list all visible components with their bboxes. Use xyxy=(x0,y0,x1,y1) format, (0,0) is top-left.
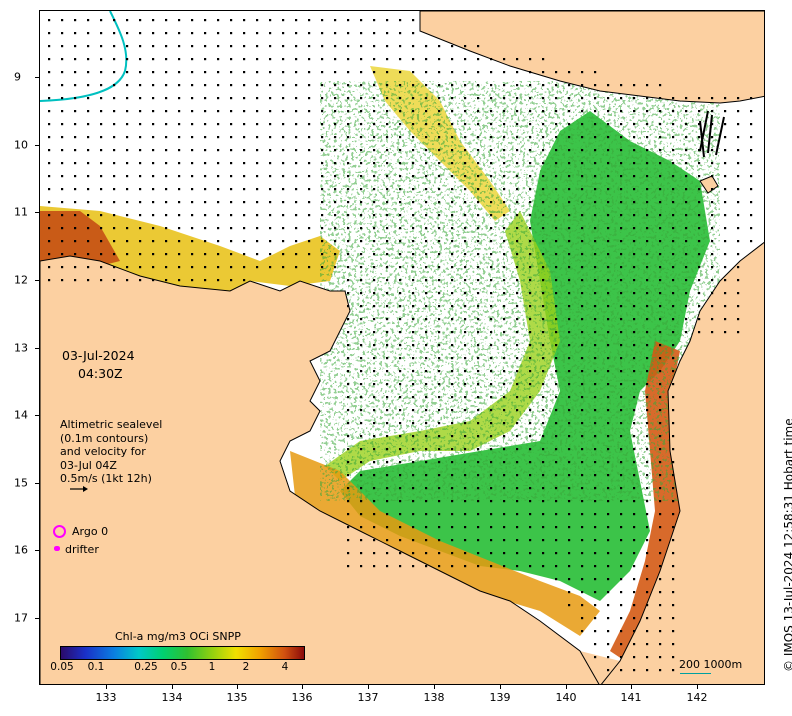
island-northeast xyxy=(699,175,719,194)
latitude-label: 15 xyxy=(14,476,28,490)
colorbar-tick-label: 0.1 xyxy=(87,661,105,673)
velocity-arrow-field xyxy=(48,19,753,672)
longitude-label: 136 xyxy=(291,691,313,704)
colorbar-tick-label: 0.25 xyxy=(134,661,158,673)
latitude-tick xyxy=(35,212,39,213)
altimetry-line: Altimetric sealevel xyxy=(60,418,163,431)
longitude-label: 139 xyxy=(489,691,511,704)
latitude-tick xyxy=(35,618,39,619)
altimetry-line: (0.1m contours) xyxy=(60,431,149,445)
latitude-tick xyxy=(35,77,39,78)
longitude-tick xyxy=(697,685,698,689)
coastal-rim-south xyxy=(290,451,600,636)
credit-text: © IMOS 13-Jul-2024 12:58:31 Hobart time xyxy=(782,418,792,672)
colorbar-tick-label: 1 xyxy=(208,661,216,673)
latitude-label: 17 xyxy=(14,611,28,625)
altimetry-line: 0.5m/s (1kt 12h) xyxy=(60,472,152,485)
argo-label: Argo 0 xyxy=(72,525,109,538)
longitude-tick xyxy=(434,685,435,689)
longitude-tick xyxy=(566,685,567,689)
latitude-tick xyxy=(35,280,39,281)
longitude-label: 142 xyxy=(686,691,708,704)
longitude-tick xyxy=(631,685,632,689)
latitude-tick xyxy=(35,145,39,146)
latitude-label: 14 xyxy=(14,408,28,422)
latitude-label: 16 xyxy=(14,543,28,557)
argo-marker-icon xyxy=(53,525,66,538)
coastal-rim-north-inner xyxy=(40,211,120,271)
latitude-label: 13 xyxy=(14,341,28,355)
sealevel-contour xyxy=(40,11,128,102)
latitude-label: 12 xyxy=(14,273,28,287)
colorbar-tick-label: 4 xyxy=(281,661,289,673)
scalebar-line xyxy=(680,673,711,674)
longitude-tick xyxy=(106,685,107,689)
longitude-label: 141 xyxy=(620,691,642,704)
longitude-tick xyxy=(302,685,303,689)
longitude-label: 138 xyxy=(423,691,445,704)
longitude-label: 135 xyxy=(226,691,248,704)
latitude-label: 9 xyxy=(14,70,21,84)
land-south-west xyxy=(40,255,600,684)
longitude-tick xyxy=(172,685,173,689)
strong-current-arrows xyxy=(699,110,725,158)
longitude-label: 137 xyxy=(357,691,379,704)
drifter-marker-icon xyxy=(54,546,60,551)
latitude-label: 10 xyxy=(14,138,28,152)
colorbar-title: Chl-a mg/m3 OCi SNPP xyxy=(115,630,241,643)
altimetry-line: 03-Jul 04Z xyxy=(60,458,117,472)
latitude-tick xyxy=(35,348,39,349)
drifter-label: drifter xyxy=(65,543,99,556)
latitude-tick xyxy=(35,483,39,484)
speckle-texture xyxy=(320,81,720,501)
land-east xyxy=(600,241,764,684)
latitude-label: 11 xyxy=(14,205,28,219)
map-frame xyxy=(39,10,765,685)
land-cape-york xyxy=(419,11,764,104)
altimetry-line: and velocity for xyxy=(60,445,146,458)
longitude-label: 133 xyxy=(95,691,117,704)
map-date: 03-Jul-2024 xyxy=(62,348,135,363)
latitude-tick xyxy=(35,550,39,551)
map-canvas xyxy=(40,11,764,684)
scalebar-label: 200 1000m xyxy=(679,658,743,671)
longitude-label: 140 xyxy=(555,691,577,704)
colorbar-tick-label: 0.05 xyxy=(50,661,74,673)
map-time: 04:30Z xyxy=(78,366,123,381)
longitude-tick xyxy=(237,685,238,689)
latitude-tick xyxy=(35,415,39,416)
altimetry-info: Altimetric sealevel (0.1m contours) and … xyxy=(60,418,162,486)
colorbar-tick-label: 2 xyxy=(242,661,250,673)
longitude-tick xyxy=(368,685,369,689)
velocity-scale-arrow-icon xyxy=(70,486,88,492)
longitude-label: 134 xyxy=(161,691,183,704)
longitude-tick xyxy=(500,685,501,689)
colorbar-tick-label: 0.5 xyxy=(170,661,188,673)
colorbar xyxy=(60,646,305,660)
